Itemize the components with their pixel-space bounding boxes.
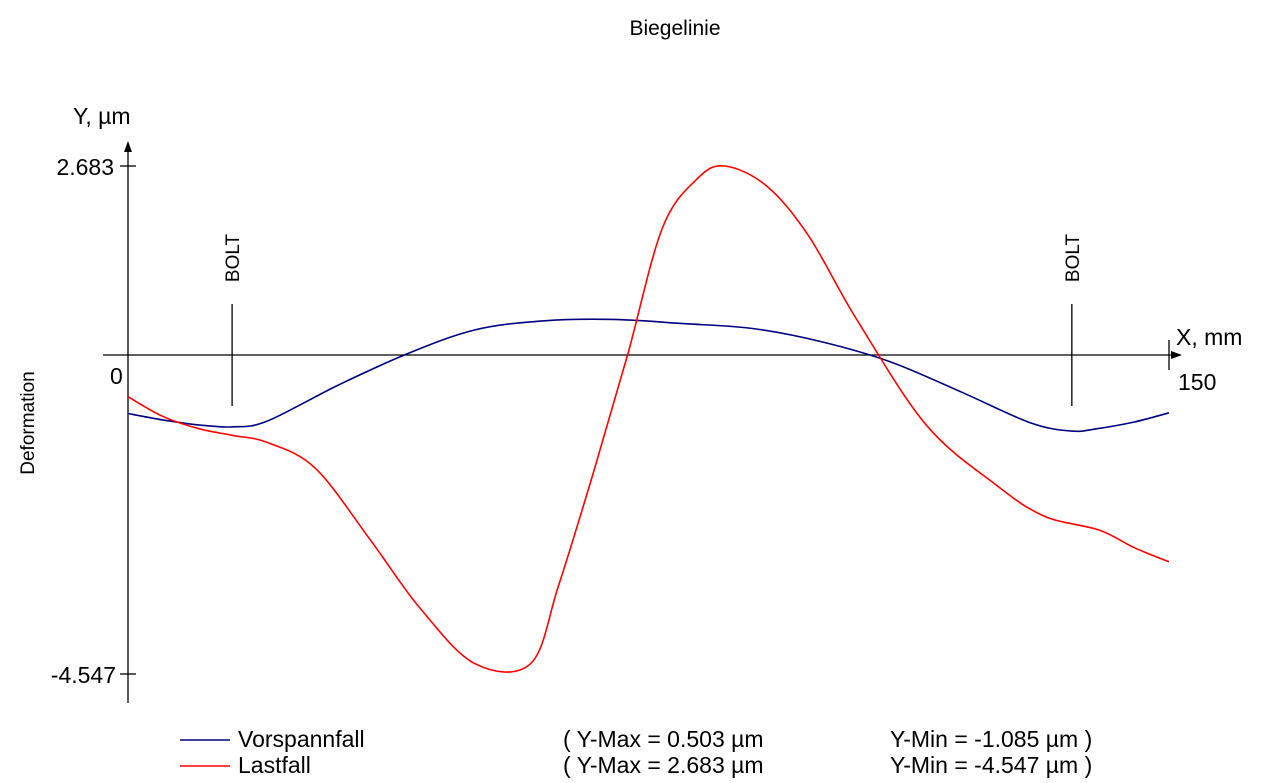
x-axis-arrow <box>1171 351 1182 359</box>
chart-title: Biegelinie <box>629 17 720 40</box>
legend-max-vorspannfall: ( Y-Max = 0.503 µm <box>563 726 764 752</box>
deformation-label: Deformation <box>18 371 39 475</box>
y-axis-arrow <box>124 141 132 152</box>
legend-label-lastfall: Lastfall <box>238 752 311 778</box>
legend: Vorspannfall ( Y-Max = 0.503 µm Y-Min = … <box>180 726 1092 778</box>
legend-min-vorspannfall: Y-Min = -1.085 µm ) <box>890 726 1092 752</box>
bolt-marker-label-1: BOLT <box>223 234 244 283</box>
legend-label-vorspannfall: Vorspannfall <box>238 726 365 752</box>
x-tick-label-zero: 0 <box>110 363 123 389</box>
legend-min-lastfall: Y-Min = -4.547 µm ) <box>890 752 1092 778</box>
legend-max-lastfall: ( Y-Max = 2.683 µm <box>563 752 764 778</box>
y-tick-label-min: -4.547 <box>51 662 116 688</box>
y-axis-label: Y, µm <box>73 103 131 129</box>
x-axis-label: X, mm <box>1176 324 1242 350</box>
series-line-vorspannfall <box>127 318 1170 433</box>
x-tick-label-end: 150 <box>1178 369 1216 395</box>
bolt-marker-label-2: BOLT <box>1063 234 1084 283</box>
series-line-lastfall <box>127 164 1170 673</box>
y-tick-label-max: 2.683 <box>56 154 114 180</box>
